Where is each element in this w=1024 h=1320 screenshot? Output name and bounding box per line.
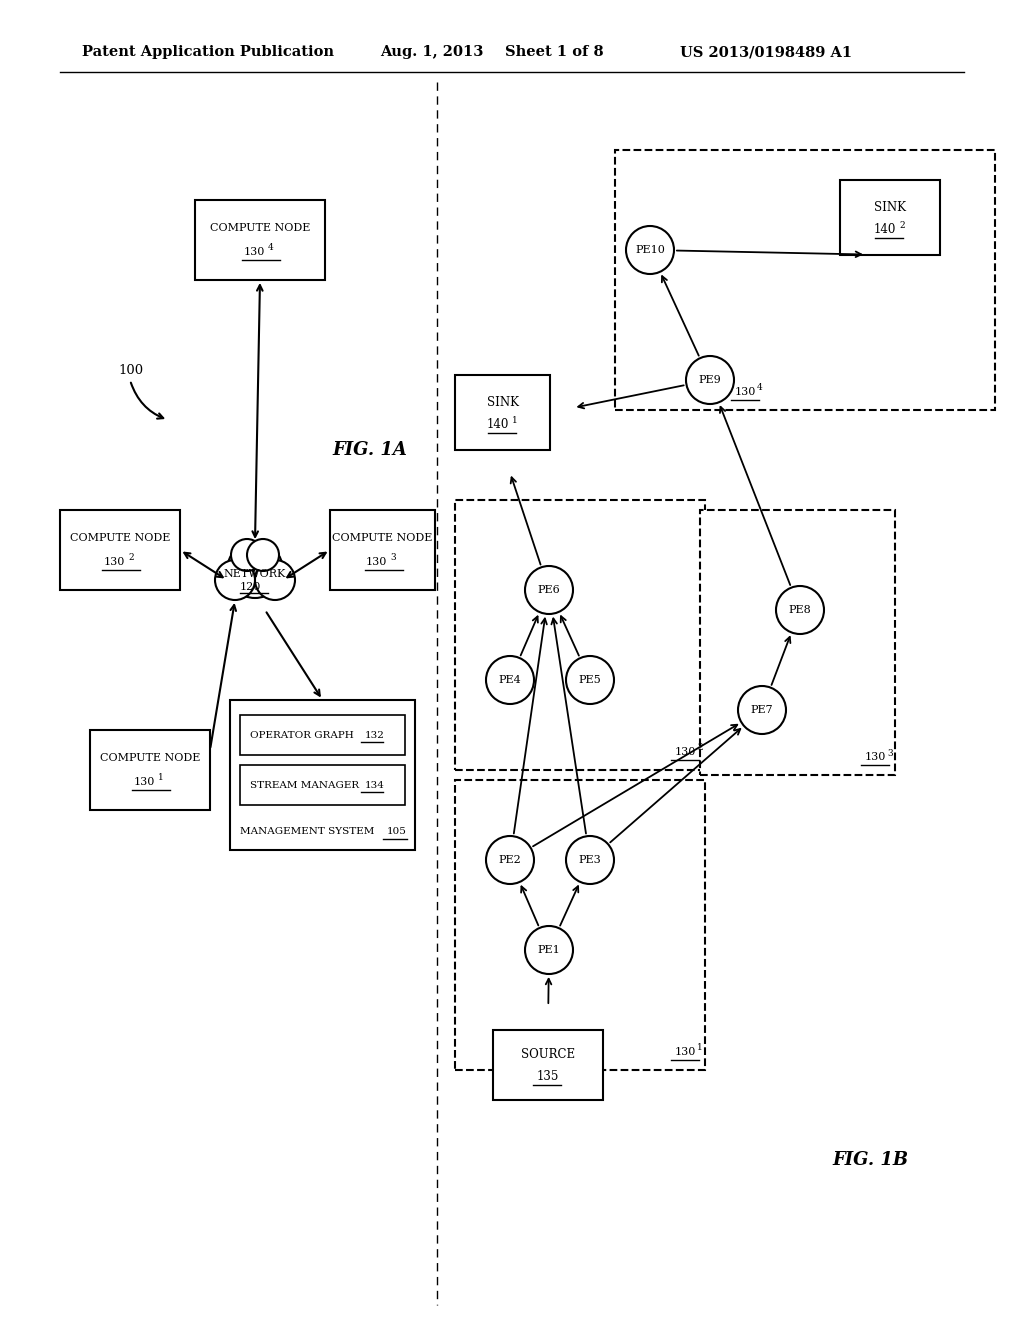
- Circle shape: [486, 836, 534, 884]
- Text: 120: 120: [240, 582, 261, 591]
- Text: PE9: PE9: [698, 375, 721, 385]
- Text: PE5: PE5: [579, 675, 601, 685]
- Bar: [230, 700, 415, 850]
- Bar: [455, 375, 550, 450]
- Circle shape: [486, 656, 534, 704]
- Bar: [455, 500, 705, 770]
- Text: FIG. 1B: FIG. 1B: [831, 1151, 908, 1170]
- Bar: [195, 201, 325, 280]
- Text: 1: 1: [697, 1044, 702, 1052]
- Circle shape: [626, 226, 674, 275]
- Text: PE10: PE10: [635, 246, 665, 255]
- Text: 130: 130: [366, 557, 387, 568]
- Text: 140: 140: [873, 223, 896, 236]
- Text: 3: 3: [390, 553, 396, 562]
- Circle shape: [525, 566, 573, 614]
- Text: 2: 2: [899, 220, 904, 230]
- Text: 2: 2: [128, 553, 133, 562]
- Text: 130: 130: [734, 387, 756, 397]
- Circle shape: [247, 539, 279, 572]
- Text: COMPUTE NODE: COMPUTE NODE: [333, 533, 433, 543]
- Text: SOURCE: SOURCE: [521, 1048, 575, 1061]
- Text: Aug. 1, 2013: Aug. 1, 2013: [380, 45, 483, 59]
- Text: 4: 4: [757, 384, 763, 392]
- Circle shape: [231, 539, 263, 572]
- Bar: [615, 150, 995, 411]
- Circle shape: [255, 560, 295, 601]
- Text: 134: 134: [366, 780, 385, 789]
- Text: 4: 4: [268, 243, 273, 252]
- Text: PE2: PE2: [499, 855, 521, 865]
- Text: SINK: SINK: [486, 396, 518, 409]
- Text: COMPUTE NODE: COMPUTE NODE: [210, 223, 310, 234]
- Circle shape: [738, 686, 786, 734]
- Text: 130: 130: [244, 247, 264, 257]
- Text: NETWORK: NETWORK: [224, 569, 286, 579]
- Text: 1: 1: [512, 416, 517, 425]
- Text: PE1: PE1: [538, 945, 560, 954]
- Text: 1: 1: [158, 774, 164, 783]
- Text: Sheet 1 of 8: Sheet 1 of 8: [505, 45, 603, 59]
- Text: 130: 130: [103, 557, 125, 568]
- Text: US 2013/0198489 A1: US 2013/0198489 A1: [680, 45, 852, 59]
- Text: 105: 105: [387, 828, 407, 837]
- Bar: [60, 510, 180, 590]
- Text: MANAGEMENT SYSTEM: MANAGEMENT SYSTEM: [240, 828, 375, 837]
- Circle shape: [686, 356, 734, 404]
- Bar: [493, 1030, 603, 1100]
- Text: OPERATOR GRAPH: OPERATOR GRAPH: [250, 730, 353, 739]
- Text: 130: 130: [675, 1047, 695, 1057]
- Text: FIG. 1A: FIG. 1A: [333, 441, 408, 459]
- Text: PE6: PE6: [538, 585, 560, 595]
- Text: 132: 132: [366, 730, 385, 739]
- Text: 130: 130: [864, 752, 886, 762]
- Text: PE4: PE4: [499, 675, 521, 685]
- Text: 2: 2: [697, 743, 702, 752]
- Bar: [240, 715, 406, 755]
- Circle shape: [227, 543, 283, 598]
- Text: 100: 100: [118, 363, 143, 376]
- Text: COMPUTE NODE: COMPUTE NODE: [70, 533, 170, 543]
- Text: COMPUTE NODE: COMPUTE NODE: [99, 752, 200, 763]
- Text: PE3: PE3: [579, 855, 601, 865]
- Text: SINK: SINK: [874, 201, 906, 214]
- Text: PE7: PE7: [751, 705, 773, 715]
- Circle shape: [776, 586, 824, 634]
- Text: 140: 140: [486, 418, 509, 432]
- Circle shape: [566, 656, 614, 704]
- Text: 3: 3: [887, 748, 893, 758]
- Bar: [700, 510, 895, 775]
- Circle shape: [566, 836, 614, 884]
- Text: 135: 135: [537, 1071, 559, 1084]
- Circle shape: [525, 927, 573, 974]
- Text: 130: 130: [133, 777, 155, 787]
- Bar: [840, 180, 940, 255]
- Circle shape: [215, 560, 255, 601]
- Bar: [240, 766, 406, 805]
- Bar: [455, 780, 705, 1071]
- Bar: [90, 730, 210, 810]
- Text: PE8: PE8: [788, 605, 811, 615]
- Text: 130: 130: [675, 747, 695, 756]
- Bar: [330, 510, 435, 590]
- Text: Patent Application Publication: Patent Application Publication: [82, 45, 334, 59]
- Text: STREAM MANAGER: STREAM MANAGER: [250, 780, 359, 789]
